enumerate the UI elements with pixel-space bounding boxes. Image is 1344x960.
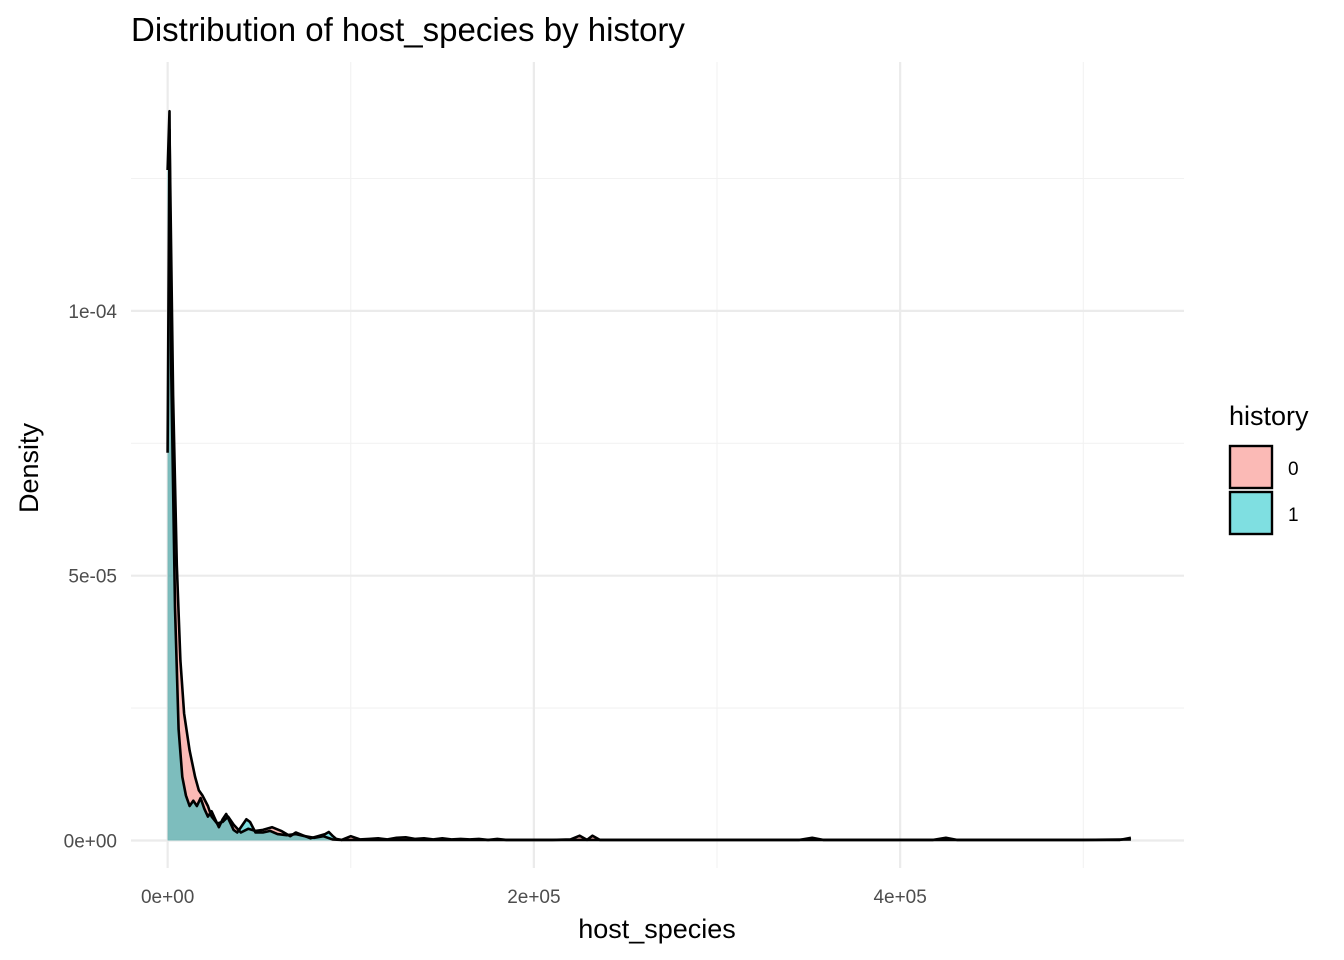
- x-tick-label: 0e+00: [141, 887, 194, 908]
- legend: history 0 1: [1228, 401, 1309, 536]
- y-tick-labels: 0e+00 5e-05 1e-04: [64, 302, 118, 853]
- y-tick-label: 1e-04: [68, 302, 117, 323]
- chart-title: Distribution of host_species by history: [131, 11, 685, 48]
- x-tick-label: 2e+05: [507, 887, 560, 908]
- density-lines: [166, 109, 1132, 842]
- y-axis-title: Density: [14, 422, 44, 513]
- legend-label-0: 0: [1288, 459, 1299, 480]
- legend-key-0: [1228, 444, 1274, 490]
- x-tick-labels: 0e+00 2e+05 4e+05: [141, 887, 927, 908]
- y-tick-label: 5e-05: [68, 567, 117, 588]
- x-tick-label: 4e+05: [873, 887, 926, 908]
- y-tick-label: 0e+00: [64, 831, 117, 852]
- density-line-1: [166, 109, 1131, 842]
- legend-title: history: [1229, 401, 1309, 431]
- legend-label-1: 1: [1288, 505, 1299, 526]
- x-axis-title: host_species: [578, 914, 736, 944]
- legend-key-1: [1228, 490, 1274, 536]
